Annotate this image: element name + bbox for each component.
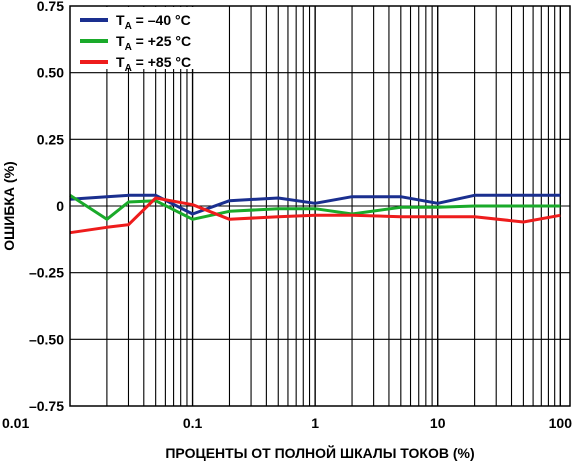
legend-entry-2: TA = +25 °C: [116, 33, 191, 53]
plot-frame: [69, 5, 571, 407]
y-axis-label: ОШИБКА (%): [1, 161, 17, 250]
y-tick-labels: 0.75 0.50 0.25 0 –0.25 –0.50 –0.75: [29, 0, 64, 414]
y-tick-label: –0.75: [29, 398, 64, 414]
x-tick-label: 1: [311, 415, 319, 431]
y-tick-label: 0.25: [37, 131, 64, 147]
legend-subscript: A: [125, 63, 132, 74]
series-line-1: [69, 193, 561, 216]
x-tick-label: 10: [430, 415, 446, 431]
legend-label: = +85 °C: [132, 54, 191, 70]
legend: TA = –40 °CTA = +25 °CTA = +85 °C: [80, 12, 191, 74]
legend-label: = –40 °C: [132, 12, 191, 28]
series-line-3: [69, 196, 561, 235]
x-axis-label: ПРОЦЕНТЫ ОТ ПОЛНОЙ ШКАЛЫ ТОКОВ (%): [165, 444, 474, 461]
legend-subscript: A: [125, 42, 132, 53]
x-tick-label: 0.1: [183, 415, 203, 431]
legend-subscript: A: [125, 21, 132, 32]
legend-symbol: T: [116, 12, 125, 28]
series-line-2: [69, 194, 561, 221]
y-tick-label: –0.25: [29, 265, 64, 281]
legend-symbol: T: [116, 54, 125, 70]
y-tick-label: 0.50: [37, 65, 64, 81]
legend-entry-1: TA = –40 °C: [116, 12, 191, 32]
legend-symbol: T: [116, 33, 125, 49]
x-tick-label: 100: [549, 415, 573, 431]
x-tick-label: 0.01: [2, 415, 29, 431]
legend-label: = +25 °C: [132, 33, 191, 49]
y-tick-label: 0: [56, 198, 64, 214]
x-tick-labels: 0.01 0.1 1 10 100: [2, 415, 572, 431]
y-tick-label: –0.50: [29, 331, 64, 347]
y-tick-label: 0.75: [37, 0, 64, 14]
legend-entry-3: TA = +85 °C: [116, 54, 191, 74]
series-lines: [69, 193, 561, 235]
legend-background: [71, 7, 223, 69]
